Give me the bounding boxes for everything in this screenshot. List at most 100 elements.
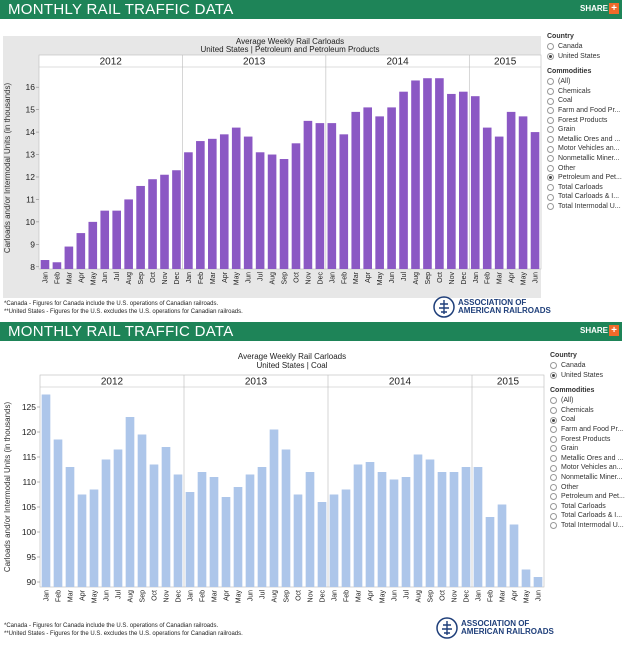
country-option[interactable]: United States [550, 371, 625, 381]
x-tick-label: Oct [440, 590, 447, 601]
commodity-option[interactable]: Chemicals [547, 87, 622, 97]
radio-button[interactable] [547, 193, 554, 201]
radio-button[interactable] [547, 184, 554, 192]
commodity-option[interactable]: Coal [550, 415, 625, 425]
radio-button[interactable] [550, 464, 557, 472]
radio-button[interactable] [550, 371, 557, 379]
radio-button[interactable] [547, 78, 554, 86]
radio-button[interactable] [550, 435, 557, 443]
country-option[interactable]: Canada [550, 361, 625, 371]
commodity-option[interactable]: Total Carloads [550, 502, 625, 512]
country-option[interactable]: United States [547, 52, 622, 62]
bar [112, 210, 121, 269]
radio-button[interactable] [547, 88, 554, 96]
commodity-option[interactable]: Forest Products [547, 116, 622, 126]
commodity-option[interactable]: Chemicals [550, 406, 625, 416]
commodity-option[interactable]: (All) [550, 396, 625, 406]
commodity-option[interactable]: Motor Vehicles an... [550, 463, 625, 473]
commodity-option[interactable]: Grain [550, 444, 625, 454]
commodity-option-label: Coal [558, 97, 573, 105]
radio-button[interactable] [547, 97, 554, 105]
bar [461, 467, 471, 587]
bar [40, 260, 50, 269]
commodity-option[interactable]: Motor Vehicles an... [547, 144, 622, 154]
bar [161, 447, 171, 587]
commodity-option[interactable]: Forest Products [550, 435, 625, 445]
x-tick-label: Aug [126, 272, 133, 285]
radio-button[interactable] [550, 416, 557, 424]
radio-button[interactable] [550, 474, 557, 482]
bar [413, 454, 423, 587]
bar [518, 116, 528, 269]
commodity-option[interactable]: Nonmetallic Miner... [550, 473, 625, 483]
radio-button[interactable] [547, 52, 554, 60]
commodity-option[interactable]: Farm and Food Pr... [547, 106, 622, 116]
x-tick-label: Sep [284, 590, 291, 603]
commodity-option[interactable]: Petroleum and Pet... [547, 173, 622, 183]
radio-button[interactable] [547, 164, 554, 172]
radio-button[interactable] [547, 155, 554, 163]
y-tick-label: 8 [30, 262, 35, 272]
radio-button[interactable] [550, 512, 557, 520]
commodity-option[interactable]: Other [547, 164, 622, 174]
radio-button[interactable] [550, 397, 557, 405]
commodity-options: (All) Chemicals Coal Farm and Food Pr... For… [547, 77, 622, 211]
x-tick-label: Feb [200, 590, 207, 602]
radio-button[interactable] [550, 426, 557, 434]
commodity-option[interactable]: Total Carloads [547, 183, 622, 193]
x-tick-label: Jul [116, 590, 123, 599]
commodity-option[interactable]: Total Intermodal U... [547, 202, 622, 212]
radio-button[interactable] [550, 503, 557, 511]
commodity-option[interactable]: Other [550, 483, 625, 493]
commodity-option[interactable]: Coal [547, 96, 622, 106]
share-plus-icon[interactable]: + [609, 3, 619, 14]
bar [208, 138, 217, 269]
commodity-option[interactable]: Nonmetallic Miner... [547, 154, 622, 164]
radio-button[interactable] [550, 493, 557, 501]
commodity-option[interactable]: Petroleum and Pet... [550, 492, 625, 502]
radio-button[interactable] [547, 126, 554, 134]
y-tick-label: 13 [26, 150, 36, 160]
bar [219, 134, 229, 269]
radio-button[interactable] [547, 136, 554, 144]
radio-button[interactable] [547, 203, 554, 211]
x-tick-label: Feb [344, 590, 351, 602]
x-tick-label: Nov [164, 590, 171, 603]
radio-button[interactable] [550, 455, 557, 463]
bar [411, 80, 420, 269]
radio-button[interactable] [547, 116, 554, 124]
country-option[interactable]: Canada [547, 42, 622, 52]
commodity-option-label: Farm and Food Pr... [561, 425, 624, 433]
radio-button[interactable] [550, 483, 557, 491]
x-tick-label: Dec [317, 272, 324, 285]
bar [473, 467, 483, 587]
commodity-option-label: Forest Products [561, 435, 611, 443]
commodity-option[interactable]: Metallic Ores and ... [550, 454, 625, 464]
commodity-option[interactable]: Farm and Food Pr... [550, 425, 625, 435]
radio-button[interactable] [547, 107, 554, 115]
bar [327, 123, 337, 269]
x-tick-label: Aug [413, 272, 420, 285]
commodity-option[interactable]: Total Intermodal U... [550, 521, 625, 531]
commodity-option[interactable]: Grain [547, 125, 622, 135]
commodity-option[interactable]: Total Carloads & I... [547, 192, 622, 202]
bar [363, 107, 372, 270]
commodity-option[interactable]: Total Carloads & I... [550, 511, 625, 521]
bar [185, 492, 195, 587]
share-plus-icon[interactable]: + [609, 325, 619, 336]
radio-button[interactable] [550, 522, 557, 530]
share-button[interactable]: SHARE [579, 326, 608, 335]
x-tick-label: Oct [293, 272, 300, 283]
radio-button[interactable] [550, 407, 557, 415]
share-button[interactable]: SHARE [579, 4, 608, 13]
commodity-option[interactable]: (All) [547, 77, 622, 87]
radio-button[interactable] [547, 145, 554, 153]
radio-button[interactable] [547, 174, 554, 182]
radio-button[interactable] [547, 43, 554, 51]
commodity-option[interactable]: Metallic Ores and ... [547, 135, 622, 145]
radio-button[interactable] [550, 445, 557, 453]
commodity-option-label: Motor Vehicles an... [558, 145, 620, 153]
chart-title: Average Weekly Rail Carloads [236, 37, 344, 46]
radio-button[interactable] [550, 362, 557, 370]
bar [77, 494, 87, 587]
